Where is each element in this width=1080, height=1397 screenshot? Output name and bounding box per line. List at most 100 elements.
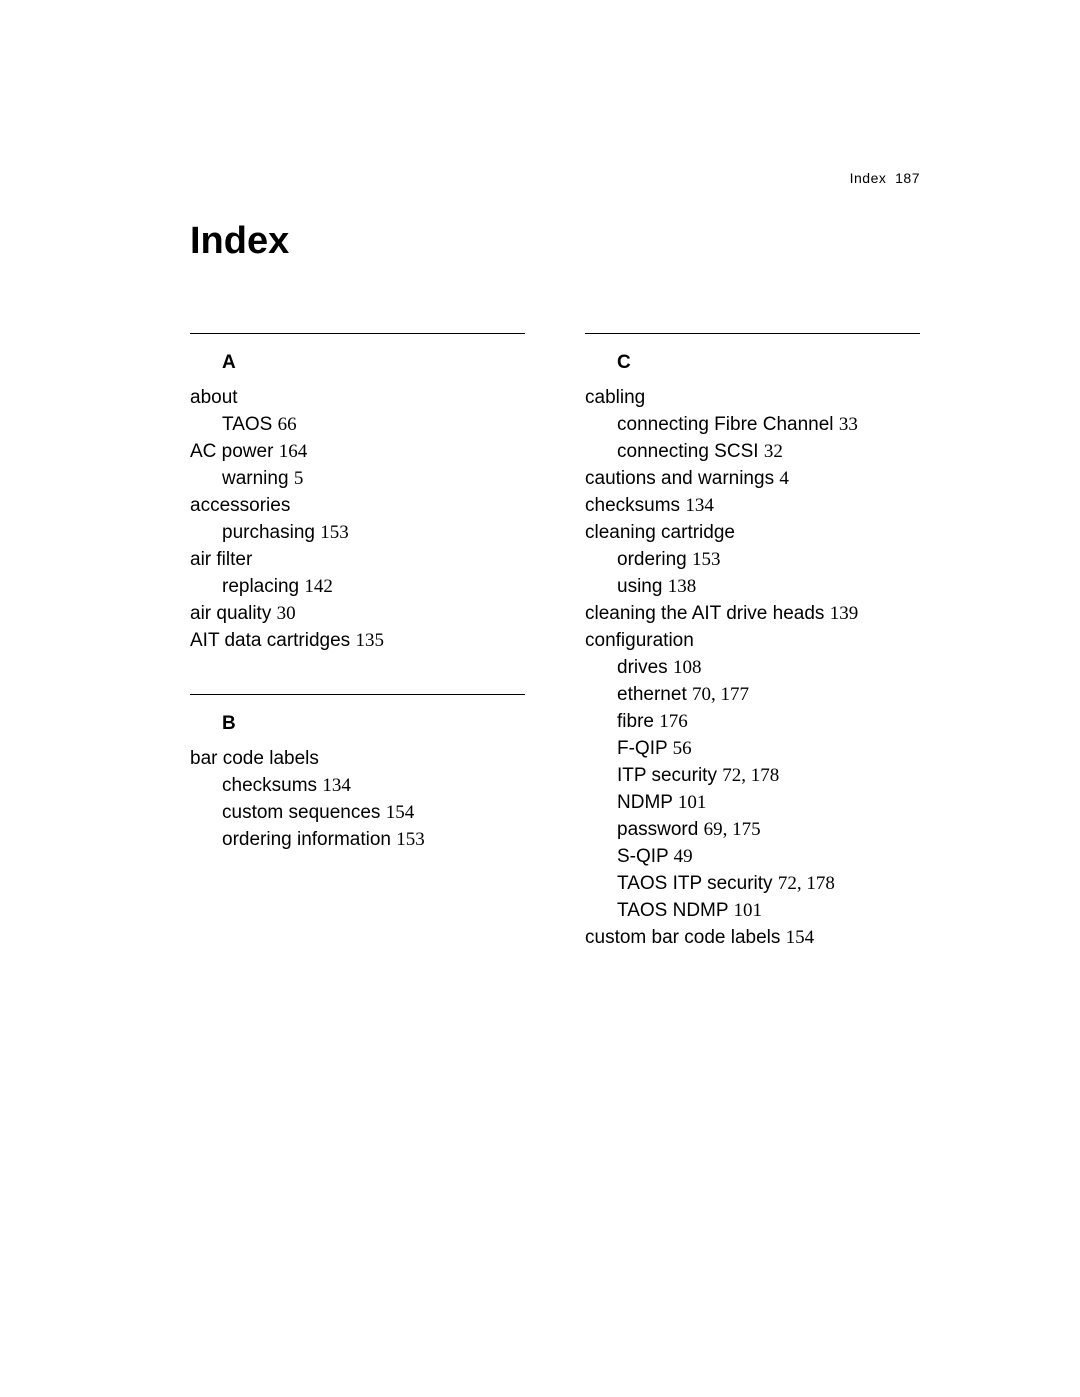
index-entry: fibre 176: [617, 708, 920, 735]
index-entry: custom bar code labels 154: [585, 924, 920, 951]
entry-term: S-QIP: [617, 846, 668, 867]
entry-term: ethernet: [617, 684, 687, 705]
entry-term: cautions and warnings: [585, 468, 774, 489]
entry-term: ordering information: [222, 829, 391, 850]
entry-term: custom sequences: [222, 802, 380, 823]
entry-term: connecting Fibre Channel: [617, 414, 834, 435]
entry-term: AIT data cartridges: [190, 630, 350, 651]
entry-page: 153: [396, 829, 425, 850]
index-entry: S-QIP 49: [617, 843, 920, 870]
index-entry: ITP security 72, 178: [617, 762, 920, 789]
index-entry: air quality 30: [190, 600, 525, 627]
index-entry: warning 5: [222, 465, 525, 492]
index-entry: checksums 134: [222, 772, 525, 799]
left-column: AaboutTAOS 66AC power 164warning 5access…: [190, 333, 525, 991]
index-entry: accessories: [190, 492, 525, 519]
entry-term: using: [617, 576, 662, 597]
entry-term: warning: [222, 468, 289, 489]
index-entry: bar code labels: [190, 745, 525, 772]
section-rule: [190, 333, 525, 334]
entry-term: drives: [617, 657, 668, 678]
entry-term: ordering: [617, 549, 687, 570]
entries: bar code labelschecksums 134custom seque…: [190, 745, 525, 853]
entry-term: air filter: [190, 549, 252, 570]
entry-page: 153: [320, 522, 349, 543]
entry-page: 32: [764, 441, 783, 462]
entry-term: AC power: [190, 441, 273, 462]
entry-page: 134: [685, 495, 714, 516]
entry-term: password: [617, 819, 698, 840]
index-entry: checksums 134: [585, 492, 920, 519]
index-entry: NDMP 101: [617, 789, 920, 816]
index-entry: F-QIP 56: [617, 735, 920, 762]
entry-page: 101: [733, 900, 762, 921]
entry-term: F-QIP: [617, 738, 667, 759]
index-entry: cautions and warnings 4: [585, 465, 920, 492]
entry-page: 101: [678, 792, 707, 813]
entry-page: 30: [277, 603, 296, 624]
index-entry: air filter: [190, 546, 525, 573]
section-rule: [585, 333, 920, 334]
entry-term: fibre: [617, 711, 654, 732]
index-entry: ethernet 70, 177: [617, 681, 920, 708]
entry-term: checksums: [222, 775, 317, 796]
index-columns: AaboutTAOS 66AC power 164warning 5access…: [190, 333, 920, 991]
index-entry: connecting SCSI 32: [617, 438, 920, 465]
entry-term: TAOS: [222, 414, 272, 435]
entry-term: purchasing: [222, 522, 315, 543]
entry-page: 153: [692, 549, 721, 570]
entry-page: 72, 178: [778, 873, 835, 894]
entry-term: air quality: [190, 603, 271, 624]
entry-term: cleaning cartridge: [585, 522, 735, 543]
index-section: Bbar code labelschecksums 134custom sequ…: [190, 694, 525, 853]
entry-term: TAOS ITP security: [617, 873, 773, 894]
entry-term: checksums: [585, 495, 680, 516]
section-letter: A: [222, 352, 525, 374]
index-entry: ordering information 153: [222, 826, 525, 853]
entry-page: 142: [304, 576, 333, 597]
index-entry: cleaning the AIT drive heads 139: [585, 600, 920, 627]
entry-term: TAOS NDMP: [617, 900, 728, 921]
entry-page: 164: [279, 441, 308, 462]
entry-term: cleaning the AIT drive heads: [585, 603, 824, 624]
index-entry: ordering 153: [617, 546, 920, 573]
index-entry: AC power 164: [190, 438, 525, 465]
index-entry: purchasing 153: [222, 519, 525, 546]
entry-page: 49: [674, 846, 693, 867]
running-head: Index 187: [850, 170, 920, 186]
entry-term: replacing: [222, 576, 299, 597]
index-entry: TAOS ITP security 72, 178: [617, 870, 920, 897]
index-section: Ccabling connecting Fibre Channel 33conne…: [585, 333, 920, 951]
index-entry: drives 108: [617, 654, 920, 681]
entries: aboutTAOS 66AC power 164warning 5accesso…: [190, 384, 525, 654]
entry-page: 4: [779, 468, 789, 489]
entry-term: custom bar code labels: [585, 927, 780, 948]
index-entry: configuration: [585, 627, 920, 654]
right-column: Ccabling connecting Fibre Channel 33conne…: [585, 333, 920, 991]
section-letter: B: [222, 713, 525, 735]
entry-term: bar code labels: [190, 748, 319, 769]
index-entry: TAOS NDMP 101: [617, 897, 920, 924]
entry-page: 176: [659, 711, 688, 732]
index-entry: cleaning cartridge: [585, 519, 920, 546]
running-head-label: Index: [850, 170, 887, 186]
entry-page: 134: [322, 775, 351, 796]
entry-page: 72, 178: [722, 765, 779, 786]
entry-page: 56: [673, 738, 692, 759]
index-entry: connecting Fibre Channel 33: [617, 411, 920, 438]
section-letter: C: [617, 352, 920, 374]
entry-term: about: [190, 387, 238, 408]
index-entry: TAOS 66: [222, 411, 525, 438]
entry-term: ITP security: [617, 765, 717, 786]
entry-page: 70, 177: [692, 684, 749, 705]
index-entry: custom sequences 154: [222, 799, 525, 826]
index-section: AaboutTAOS 66AC power 164warning 5access…: [190, 333, 525, 654]
entry-page: 138: [668, 576, 697, 597]
entry-page: 135: [355, 630, 384, 651]
index-entry: cabling: [585, 384, 920, 411]
page-title: Index: [190, 220, 920, 263]
entry-page: 108: [673, 657, 702, 678]
entry-term: cabling: [585, 387, 645, 408]
index-entry: password 69, 175: [617, 816, 920, 843]
page: Index 187 Index AaboutTAOS 66AC power 16…: [190, 170, 920, 991]
